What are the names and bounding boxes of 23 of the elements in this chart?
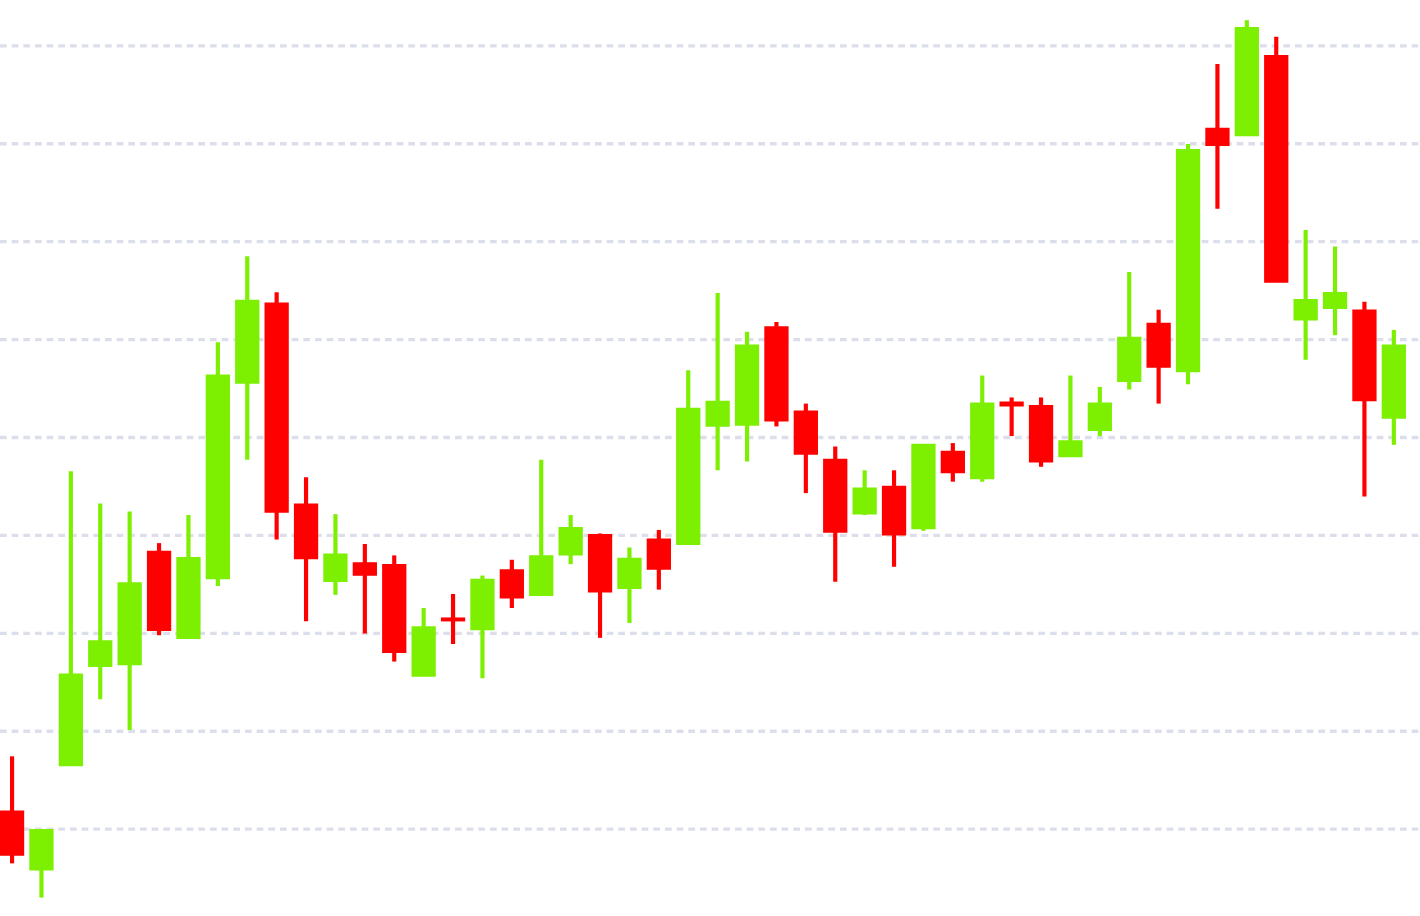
- candlestick: [852, 468, 877, 518]
- candlestick: [29, 827, 54, 900]
- candlestick: [705, 290, 730, 473]
- candlestick: [1087, 384, 1112, 439]
- candlestick: [1293, 227, 1318, 362]
- candlestick: [529, 457, 554, 597]
- candlestick: [1205, 61, 1230, 211]
- candlestick: [499, 557, 524, 611]
- candlestick: [352, 541, 377, 636]
- candlestick: [440, 591, 466, 647]
- candlestick: [1322, 244, 1348, 338]
- candlestick: [1146, 307, 1171, 406]
- candlestick: [1058, 373, 1083, 459]
- candlestick: [558, 512, 583, 567]
- candlestick: [881, 468, 907, 569]
- candlestick: [0, 754, 25, 866]
- candlestick: [793, 401, 818, 496]
- candlestick: [617, 545, 642, 626]
- candlestick: [88, 501, 113, 702]
- candlestick: [646, 527, 671, 592]
- candlestick: [1117, 269, 1142, 392]
- candlestick: [323, 512, 348, 597]
- candlestick: [940, 440, 965, 484]
